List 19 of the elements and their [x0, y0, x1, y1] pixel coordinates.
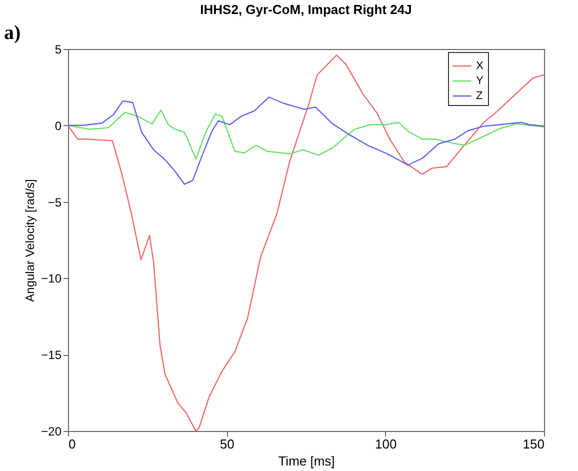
- x-tick-label: 50: [220, 436, 234, 452]
- y-tick-label: 0: [54, 118, 62, 133]
- chart-title: IHHS2, Gyr-CoM, Impact Right 24J: [200, 2, 412, 17]
- y-tick-label: −20: [41, 424, 62, 438]
- y-tick-label: −15: [41, 348, 62, 362]
- y-tick-label: −5: [48, 195, 62, 210]
- y-tick-label: −10: [41, 272, 62, 286]
- legend-label: Y: [476, 75, 484, 87]
- y-axis-title: Angular Velocity [rad/s]: [23, 179, 38, 302]
- x-tick-label: 100: [374, 436, 397, 452]
- text: a): [4, 22, 21, 44]
- x-tick-label: 0: [68, 436, 76, 452]
- legend-label: Z: [476, 90, 483, 102]
- x-tick-label: 150: [522, 436, 544, 452]
- y-tick-label: 5: [54, 42, 62, 56]
- x-axis-title: Time [ms]: [278, 454, 335, 468]
- legend-label: X: [476, 60, 484, 72]
- line-series: [68, 54, 544, 431]
- line-series: [68, 110, 544, 160]
